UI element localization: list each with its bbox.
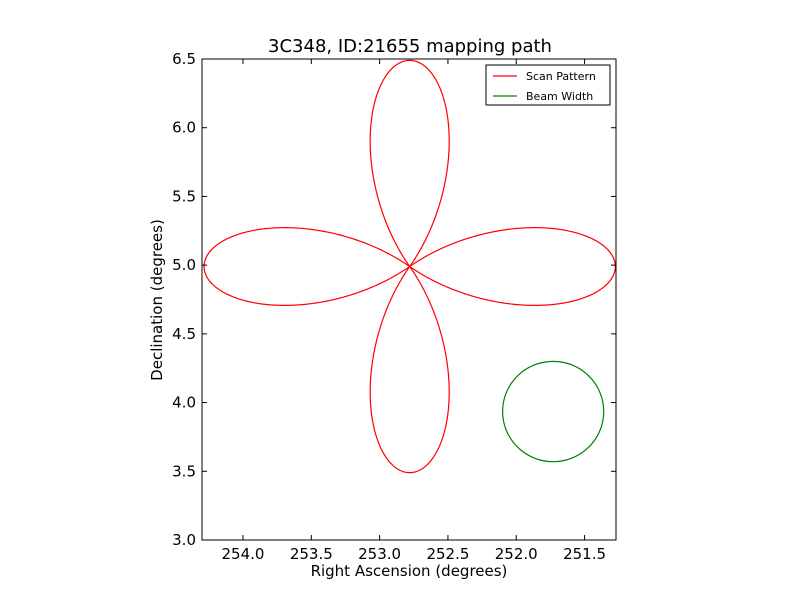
plot-frame bbox=[201, 58, 617, 541]
series-line-beam-width bbox=[501, 360, 605, 463]
y-tick-label: 3.0 bbox=[172, 531, 196, 549]
legend-label-beam-width: Beam Width bbox=[526, 90, 593, 103]
series-line-scan-pattern bbox=[203, 59, 616, 474]
y-tick-label: 4.5 bbox=[172, 325, 196, 343]
plot-area bbox=[202, 59, 616, 540]
y-axis: 3.0 3.5 4.0 4.5 5.0 5.5 6.0 6.5 bbox=[172, 50, 616, 549]
y-tick-label: 3.5 bbox=[172, 462, 196, 480]
y-tick-label: 5.0 bbox=[172, 256, 196, 274]
y-axis-title: Declination (degrees) bbox=[148, 219, 166, 381]
legend-box bbox=[485, 64, 611, 106]
x-tick-label: 252.0 bbox=[495, 545, 538, 563]
chart-title: 3C348, ID:21655 mapping path bbox=[268, 36, 552, 57]
y-tick-label: 5.5 bbox=[172, 187, 196, 205]
x-tick-label: 253.5 bbox=[290, 545, 333, 563]
x-axis: 254.0 253.5 253.0 252.5 252.0 251.5 bbox=[222, 59, 606, 563]
y-tick-label: 6.0 bbox=[172, 119, 196, 137]
x-tick-label: 254.0 bbox=[222, 545, 265, 563]
x-tick-label: 251.5 bbox=[563, 545, 606, 563]
series-layer bbox=[203, 59, 616, 474]
x-tick-label: 252.5 bbox=[426, 545, 469, 563]
y-tick-label: 4.0 bbox=[172, 394, 196, 412]
x-axis-title: Right Ascension (degrees) bbox=[311, 562, 508, 580]
x-tick-label: 253.0 bbox=[358, 545, 401, 563]
y-tick-label: 6.5 bbox=[172, 50, 196, 68]
legend: Scan Pattern Beam Width bbox=[485, 64, 611, 106]
legend-label-scan-pattern: Scan Pattern bbox=[526, 70, 596, 83]
